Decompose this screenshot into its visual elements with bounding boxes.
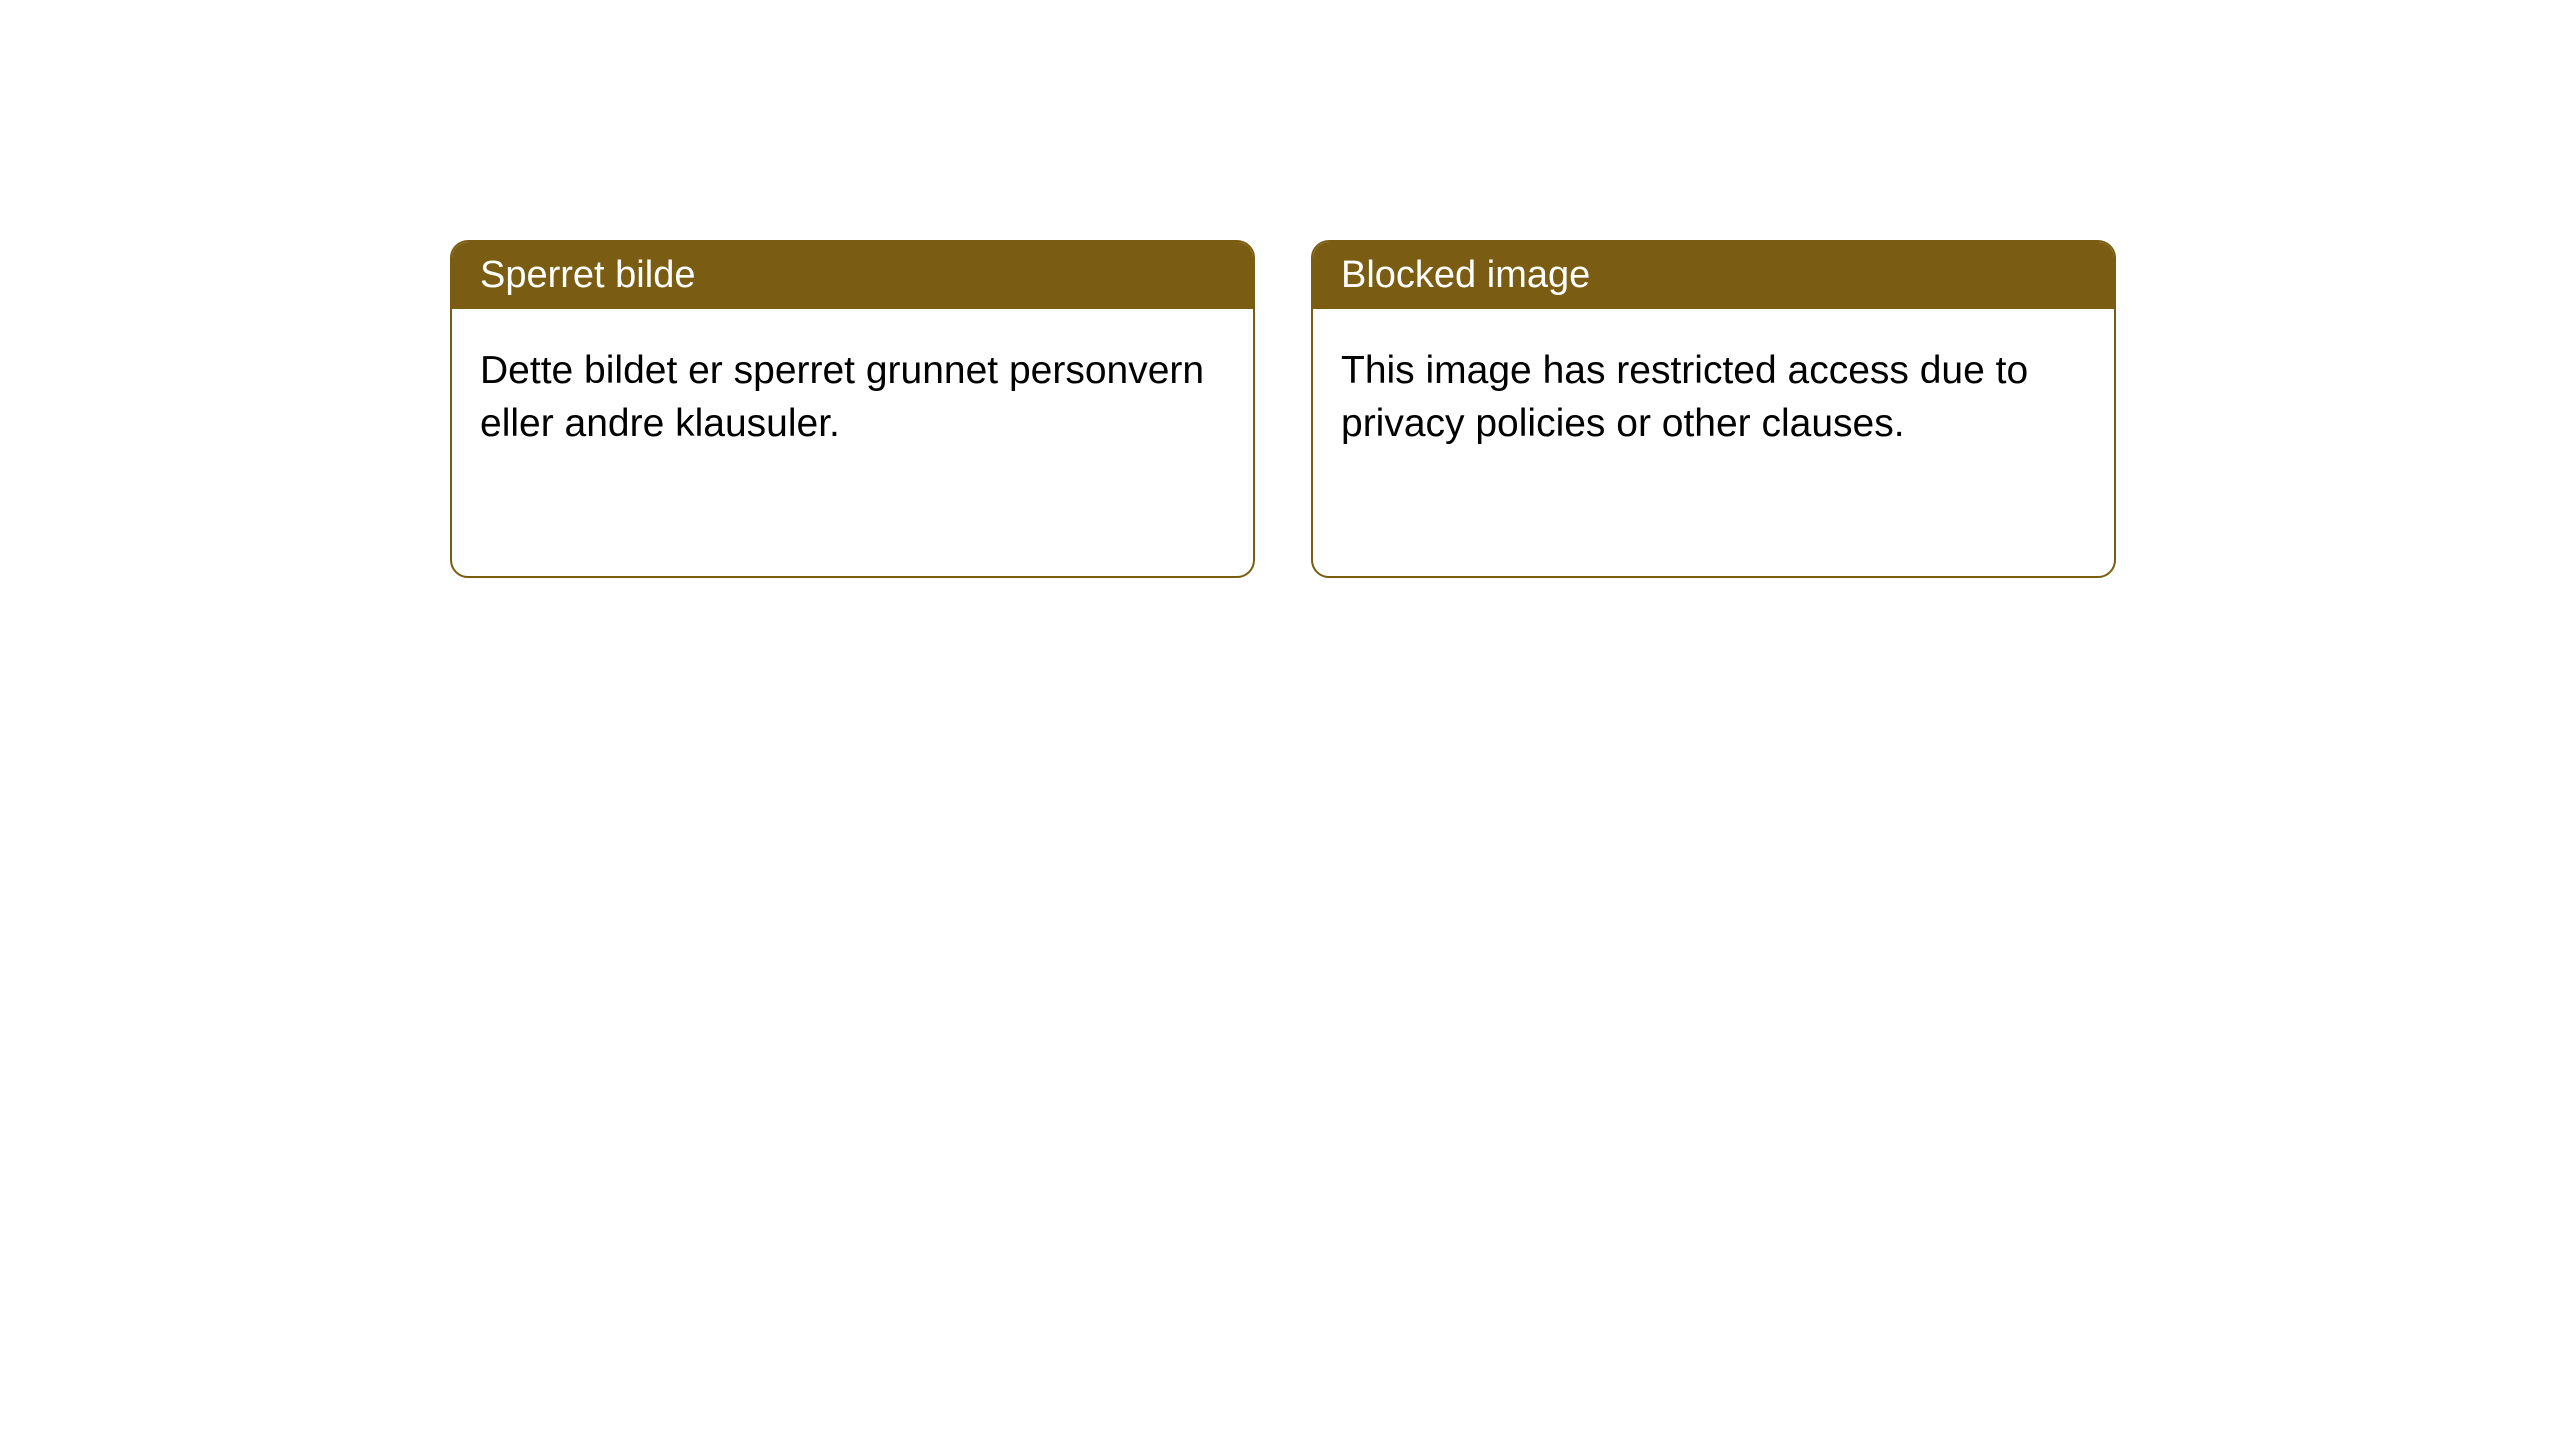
notice-container: Sperret bilde Dette bildet er sperret gr… <box>0 0 2560 578</box>
notice-body: Dette bildet er sperret grunnet personve… <box>452 309 1253 486</box>
notice-body: This image has restricted access due to … <box>1313 309 2114 486</box>
notice-header: Sperret bilde <box>452 242 1253 309</box>
notice-box-norwegian: Sperret bilde Dette bildet er sperret gr… <box>450 240 1255 578</box>
notice-box-english: Blocked image This image has restricted … <box>1311 240 2116 578</box>
notice-header: Blocked image <box>1313 242 2114 309</box>
